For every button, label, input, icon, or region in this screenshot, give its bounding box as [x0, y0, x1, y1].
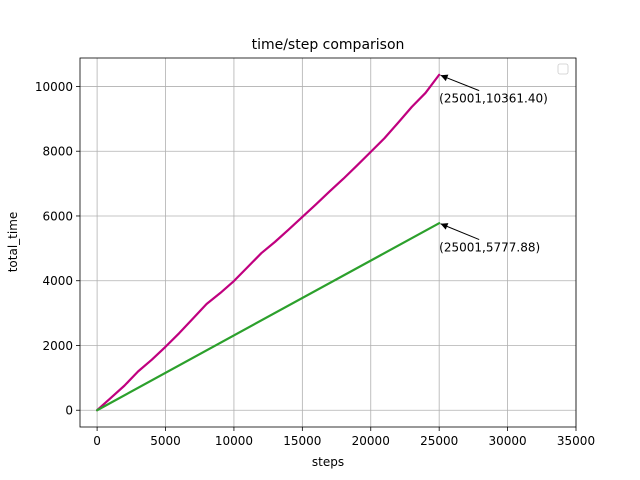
series-line-1 [95, 73, 441, 412]
x-tick-label: 20000 [352, 434, 390, 448]
annotation-arrow-head-1 [440, 74, 449, 82]
plot-area-frame [79, 57, 577, 428]
series-line-2 [95, 222, 441, 412]
gridlines [80, 58, 577, 427]
axis-ticks: 0 5000 10000 15000 20000 25000 30000 35000 0 2000… [35, 80, 595, 448]
annotation-arrow-head-2 [440, 223, 449, 230]
y-tick-label: 8000 [42, 145, 73, 159]
chart-title: time/step comparison [252, 37, 405, 53]
x-tick-label: 30000 [488, 434, 526, 448]
y-tick-label: 6000 [42, 209, 73, 223]
x-tick-label: 0 [93, 434, 101, 448]
x-tick-label: 35000 [557, 434, 595, 448]
y-tick-label: 4000 [42, 274, 73, 288]
y-tick-label: 2000 [42, 339, 73, 353]
y-tick-label: 0 [65, 404, 73, 418]
annotations: (25001,10361.40) (25001,5777.88) [439, 74, 548, 255]
x-tick-label: 10000 [215, 434, 253, 448]
y-axis-label: total_time [6, 212, 20, 273]
x-tick-label: 5000 [150, 434, 181, 448]
empty-legend-box [557, 63, 569, 75]
annotation-label-1: (25001,10361.40) [439, 92, 548, 106]
x-tick-label: 25000 [420, 434, 458, 448]
series-lines [95, 73, 441, 412]
annotation-label-2: (25001,5777.88) [439, 241, 540, 255]
x-tick-label: 15000 [283, 434, 321, 448]
x-axis-label: steps [312, 455, 344, 469]
y-tick-label: 10000 [35, 80, 73, 94]
